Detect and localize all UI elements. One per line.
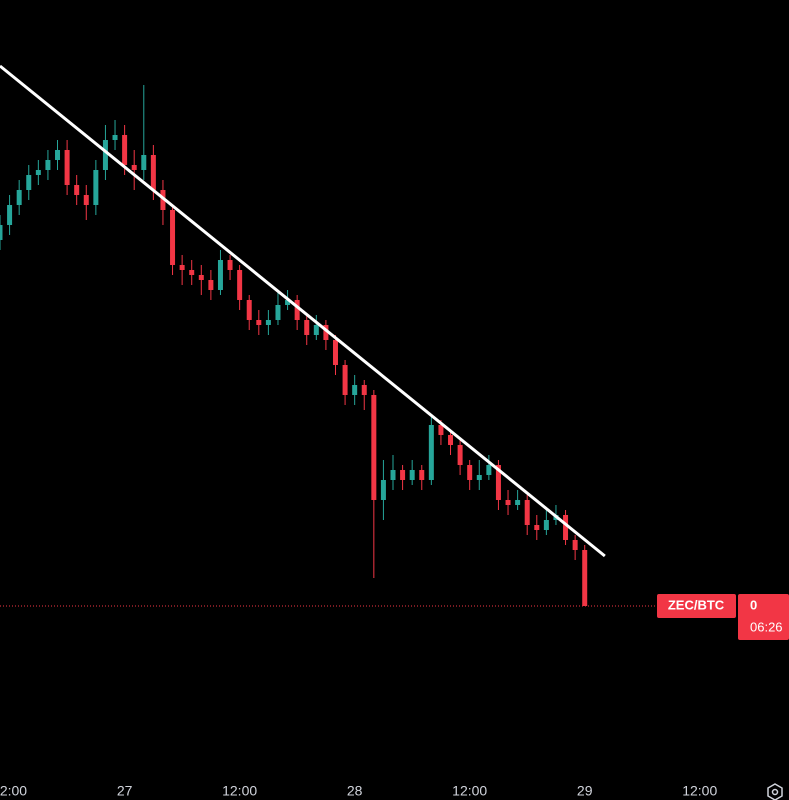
candle-body xyxy=(428,425,434,480)
overlay: 12:00 27 12:00 28 12:00 29 12:00 ZEC/BTC 0 06:26 xyxy=(0,594,789,799)
x-tick-label: 12:00 xyxy=(222,783,257,799)
candle-body xyxy=(102,140,108,170)
candle-body xyxy=(285,300,291,305)
candle-body xyxy=(323,325,329,340)
candle-body xyxy=(390,470,396,480)
candle-body xyxy=(438,425,444,435)
candle-body xyxy=(505,500,511,505)
symbol-tag xyxy=(657,594,736,618)
settings-dot[interactable] xyxy=(771,788,779,796)
candle-body xyxy=(400,470,406,480)
candle-body xyxy=(150,155,156,190)
candle-body xyxy=(495,465,501,500)
candle-body xyxy=(208,280,214,290)
candle-body xyxy=(198,275,204,280)
candle-body xyxy=(16,190,22,205)
candle-body xyxy=(265,320,271,325)
candle-body xyxy=(179,265,185,270)
candle-body xyxy=(7,205,13,225)
countdown-label: 06:26 xyxy=(750,619,783,634)
candle-body xyxy=(380,480,386,500)
price-tag xyxy=(738,594,789,640)
x-tick-label: 12:00 xyxy=(682,783,717,799)
candle-body xyxy=(467,465,473,480)
candle-body xyxy=(256,320,262,325)
candle-body xyxy=(543,520,549,530)
candle-body xyxy=(93,170,99,205)
candle-body xyxy=(246,300,252,320)
plot xyxy=(0,64,606,606)
candle-body xyxy=(361,385,367,395)
x-tick-label: 29 xyxy=(577,783,593,799)
candle-body xyxy=(409,470,415,480)
price-label: 0 xyxy=(750,597,757,612)
candle-body xyxy=(457,445,463,465)
trendline xyxy=(0,64,606,558)
candle-body xyxy=(352,385,358,395)
candle-body xyxy=(563,515,569,540)
candle-body xyxy=(515,500,521,505)
candle-body xyxy=(64,150,70,185)
candle-body xyxy=(572,540,578,550)
settings-icon[interactable] xyxy=(767,783,783,800)
candle-body xyxy=(55,150,61,160)
candle-body xyxy=(275,305,281,320)
candle-body xyxy=(45,160,51,170)
candle-body xyxy=(304,320,310,335)
candle-body xyxy=(217,260,223,290)
candle-body xyxy=(83,195,89,205)
candle-body xyxy=(313,325,319,335)
candle-body xyxy=(131,165,137,170)
candle-body xyxy=(122,135,128,165)
candle-body xyxy=(332,340,338,365)
candle-body xyxy=(26,175,32,190)
candle-body xyxy=(35,170,41,175)
candle-body xyxy=(524,500,530,525)
candle-body xyxy=(371,395,377,500)
candle-body xyxy=(141,155,147,170)
candle-body xyxy=(448,435,454,445)
candle-body xyxy=(170,210,176,265)
candle-body xyxy=(189,270,195,275)
x-tick-label: 27 xyxy=(117,783,133,799)
candle-body xyxy=(342,365,348,395)
x-tick-label: 12:00 xyxy=(452,783,487,799)
candle-body xyxy=(534,525,540,530)
candle-body xyxy=(476,475,482,480)
candle-body xyxy=(227,260,233,270)
candle-body xyxy=(419,470,425,480)
candle-body xyxy=(582,550,588,606)
x-tick-label: 28 xyxy=(347,783,363,799)
symbol-label: ZEC/BTC xyxy=(668,597,725,612)
settings-hexagon[interactable] xyxy=(767,783,783,800)
candle-body xyxy=(112,135,118,140)
candle-body xyxy=(294,300,300,320)
candle-body xyxy=(160,190,166,210)
candle-body xyxy=(486,465,492,475)
candle-body xyxy=(74,185,80,195)
candle-body xyxy=(237,270,243,300)
x-tick-label: 12:00 xyxy=(0,783,27,799)
candle-body xyxy=(0,225,3,240)
